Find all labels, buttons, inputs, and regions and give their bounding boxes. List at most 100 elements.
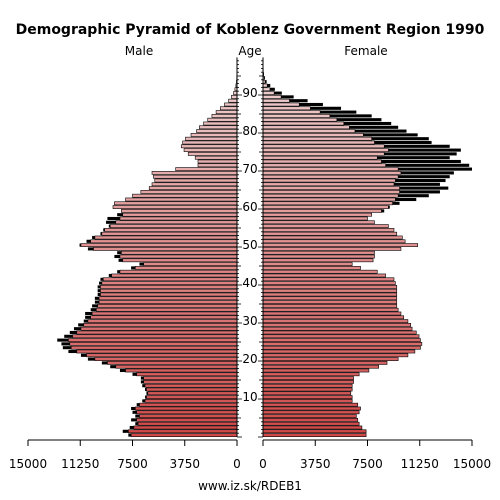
female-bars — [262, 57, 472, 437]
female-bar-age-0 — [262, 433, 367, 437]
male-bar-age-42 — [111, 273, 238, 278]
x-tick-label-female: 3750 — [300, 457, 331, 471]
male-bar-age-69 — [151, 171, 238, 175]
male-bar-age-9 — [144, 399, 238, 403]
male-bar-age-15 — [143, 376, 238, 380]
female-bar-age-77 — [262, 140, 375, 145]
female-bar-age-23 — [262, 345, 421, 350]
male-surplus-age-8 — [136, 403, 140, 407]
female-bar-age-40 — [262, 281, 396, 285]
male-bar-age-21 — [86, 353, 238, 358]
male-surplus-age-10 — [145, 395, 147, 399]
x-tick-label-male: 3750 — [169, 457, 200, 471]
female-bar-age-73 — [262, 155, 378, 160]
male-bar-age-1 — [128, 429, 238, 434]
male-bar-age-39 — [100, 285, 238, 289]
female-bar-age-62 — [262, 197, 396, 202]
male-bar-age-54 — [104, 228, 238, 232]
male-surplus-age-49 — [87, 247, 94, 251]
female-bar-age-43 — [262, 269, 378, 274]
female-surplus-age-81 — [349, 125, 399, 129]
male-surplus-age-14 — [140, 380, 144, 384]
age-tick-label: 10 — [242, 390, 257, 404]
x-tick-label-male: 15000 — [9, 457, 47, 471]
male-bar-age-84 — [211, 114, 238, 118]
female-bar-age-35 — [262, 300, 398, 304]
male-bars — [57, 57, 238, 437]
male-bar-age-6 — [136, 410, 238, 415]
male-bar-age-12 — [146, 387, 238, 392]
male-bar-age-86 — [219, 106, 238, 111]
male-bar-age-26 — [72, 334, 238, 339]
male-bar-age-11 — [147, 391, 238, 396]
female-surplus-age-85 — [320, 110, 357, 114]
female-surplus-age-84 — [329, 114, 372, 118]
age-tick-label: 80 — [242, 124, 257, 138]
male-bar-age-45 — [143, 262, 238, 266]
male-bar-age-44 — [134, 266, 238, 270]
male-bar-age-14 — [143, 380, 238, 384]
male-bar-age-65 — [148, 186, 238, 190]
female-bar-age-29 — [262, 323, 411, 327]
female-bar-age-34 — [262, 304, 398, 308]
female-bar-age-25 — [262, 338, 421, 342]
male-surplus-age-57 — [107, 216, 120, 221]
female-surplus-age-61 — [392, 201, 400, 205]
male-bar-age-13 — [144, 383, 238, 388]
male-bar-age-34 — [97, 304, 238, 308]
male-bar-age-8 — [139, 402, 238, 407]
female-bar-age-5 — [262, 414, 357, 418]
male-bar-age-64 — [140, 190, 238, 194]
male-bar-age-32 — [91, 311, 238, 316]
female-surplus-age-68 — [398, 175, 450, 179]
male-surplus-age-17 — [119, 368, 126, 373]
male-bar-age-60 — [112, 205, 238, 209]
female-surplus-age-82 — [343, 121, 392, 126]
female-bar-age-64 — [262, 190, 400, 194]
male-bar-age-38 — [100, 288, 238, 293]
x-tick-label-female: 7500 — [352, 457, 383, 471]
female-bar-age-10 — [262, 395, 353, 399]
source-footer: www.iz.sk/RDEB1 — [198, 479, 302, 493]
female-bar-age-51 — [262, 239, 406, 244]
male-bar-age-35 — [98, 300, 238, 304]
female-bar-age-20 — [262, 357, 399, 361]
female-surplus-age-91 — [269, 87, 275, 91]
male-bar-age-82 — [203, 121, 238, 126]
male-surplus-age-2 — [129, 425, 134, 430]
female-bar-age-16 — [262, 372, 360, 377]
male-surplus-age-34 — [92, 304, 98, 308]
female-bar-age-83 — [262, 117, 338, 122]
male-surplus-age-55 — [108, 224, 111, 228]
male-surplus-age-19 — [101, 361, 108, 365]
male-surplus-age-53 — [100, 232, 102, 236]
male-bar-age-28 — [80, 326, 238, 331]
male-bar-age-47 — [119, 254, 238, 259]
male-surplus-age-24 — [61, 342, 70, 346]
male-surplus-age-4 — [131, 418, 137, 422]
male-bar-age-25 — [68, 338, 238, 342]
female-bar-age-36 — [262, 296, 398, 301]
male-label: Male — [125, 44, 153, 58]
male-surplus-age-50 — [79, 243, 81, 247]
male-surplus-age-23 — [62, 346, 72, 350]
female-surplus-age-74 — [384, 152, 457, 156]
male-surplus-age-29 — [78, 323, 84, 327]
male-bar-age-52 — [94, 235, 238, 240]
male-bar-age-90 — [233, 91, 238, 95]
x-axis-female: 0 3750 7500 11250 15000 — [259, 439, 491, 471]
female-bar-age-92 — [262, 83, 268, 88]
female-bar-age-38 — [262, 288, 398, 293]
male-surplus-age-5 — [135, 414, 140, 418]
male-bar-age-63 — [132, 193, 238, 198]
female-bar-age-15 — [262, 376, 354, 380]
male-surplus-age-16 — [132, 372, 137, 376]
female-surplus-age-94 — [264, 76, 265, 80]
female-bar-age-84 — [262, 114, 331, 118]
male-surplus-age-15 — [140, 376, 144, 380]
female-bar-age-45 — [262, 262, 353, 266]
age-tick-label: 90 — [242, 86, 257, 100]
male-surplus-age-28 — [73, 327, 81, 331]
female-surplus-age-80 — [354, 129, 407, 133]
male-bar-age-48 — [121, 250, 238, 255]
